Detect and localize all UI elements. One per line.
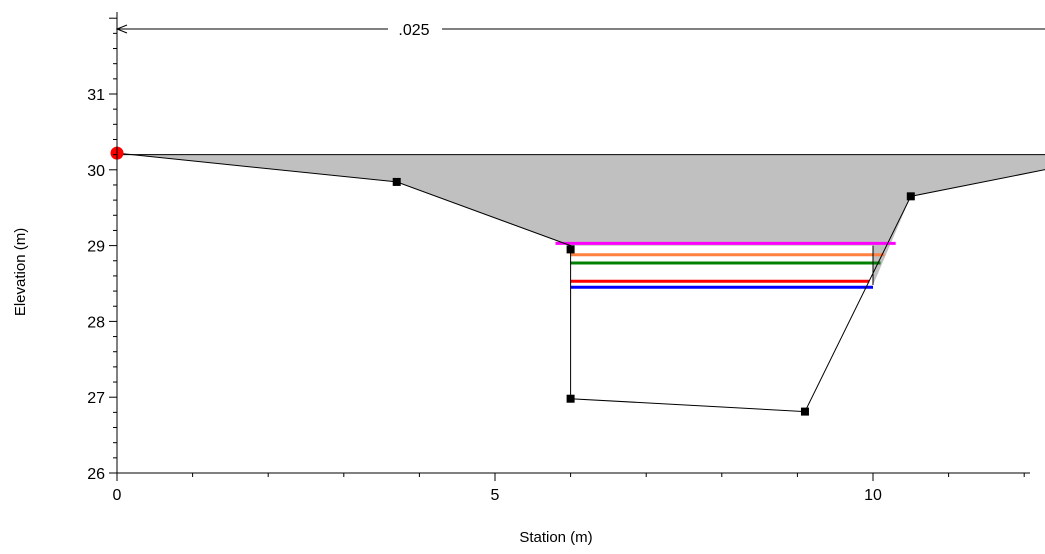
x-tick-label: 5 <box>491 487 500 504</box>
dimension-label: .025 <box>398 22 429 39</box>
ground-vertex-marker <box>906 192 915 201</box>
dimension-arrow-left <box>115 24 128 34</box>
y-tick-label: 29 <box>87 239 105 256</box>
ground-vertex-marker <box>566 394 575 403</box>
x-axis-label: Station (m) <box>519 529 592 546</box>
y-tick-label: 27 <box>87 390 105 407</box>
water-surface-fill <box>117 153 1045 286</box>
ground-line <box>116 152 1045 413</box>
y-tick-label: 30 <box>87 163 105 180</box>
ground-vertex-marker <box>392 177 401 186</box>
x-tick-label: 0 <box>113 487 122 504</box>
y-tick-label: 26 <box>87 466 105 483</box>
x-tick-label: 10 <box>864 487 882 504</box>
ground-vertex-marker <box>566 245 575 254</box>
y-axis-label: Elevation (m) <box>12 228 29 316</box>
ground-vertex-marker <box>800 407 809 416</box>
y-tick-label: 28 <box>87 314 105 331</box>
y-tick-label: 31 <box>87 87 105 104</box>
